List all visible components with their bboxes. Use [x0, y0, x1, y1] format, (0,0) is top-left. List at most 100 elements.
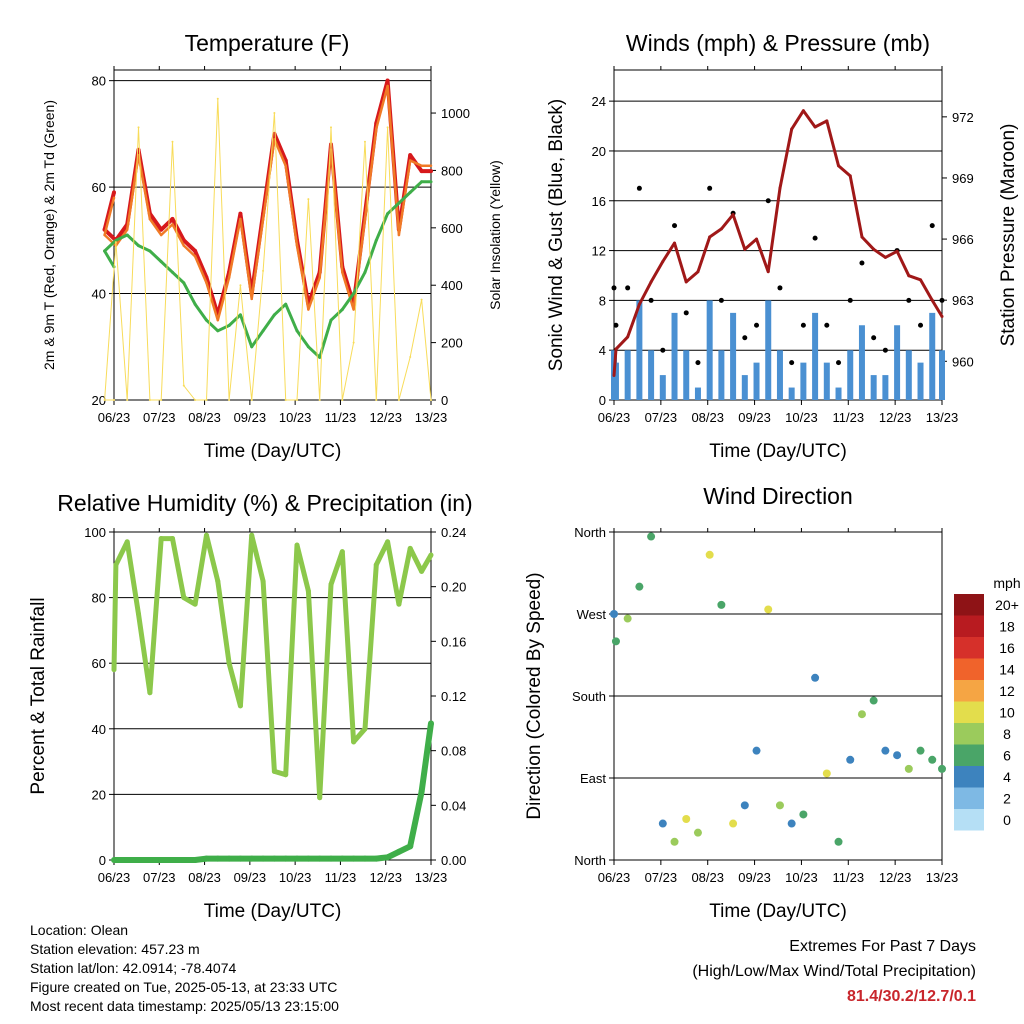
temperature-series-2m-td-point — [420, 180, 424, 184]
direction-title: Wind Direction — [703, 483, 853, 509]
direction-point — [811, 673, 820, 682]
direction-point — [623, 614, 632, 623]
gust-point — [871, 335, 877, 341]
temperature-series-2m-td-point — [204, 318, 208, 322]
temperature-series-9m-t-point — [307, 308, 310, 311]
x-tick-label: 11/23 — [832, 410, 864, 425]
temperature-series-solar-insolation-point — [148, 399, 151, 401]
winds-xlabel: Time (Day/UTC) — [709, 441, 847, 462]
temperature-series-2m-td-point — [386, 212, 390, 216]
direction-point — [635, 582, 644, 591]
direction-category-label: North — [574, 525, 606, 540]
humidity-series-total-precipitation-point — [373, 855, 380, 862]
x-tick-label: 11/23 — [325, 870, 357, 885]
y-tick-label: 60 — [92, 656, 106, 671]
winds-series-station-pressure-point — [883, 255, 887, 259]
x-tick-label: 06/23 — [598, 870, 631, 885]
latlon-text: Station lat/lon: 42.0914; -78.4074 — [30, 960, 237, 976]
y2-tick-label: 0.12 — [441, 689, 466, 704]
temperature-series-solar-insolation-point — [262, 269, 265, 272]
y2-tick-label: 966 — [952, 232, 974, 247]
winds-series-station-pressure-point — [930, 298, 934, 302]
winds-series-station-pressure-point — [790, 127, 794, 131]
direction-point — [928, 755, 937, 764]
x-tick-label: 06/23 — [598, 410, 631, 425]
humidity-series-relative-humidity-point — [373, 562, 379, 568]
y-tick-label: 16 — [592, 194, 606, 209]
humidity-series-total-precipitation-point — [248, 855, 255, 862]
humidity-series-relative-humidity-point — [328, 581, 334, 587]
legend-swatch — [954, 658, 984, 680]
direction-ylabel: Direction (Colored By Speed) — [524, 572, 545, 819]
temperature-series-solar-insolation-point — [103, 399, 106, 401]
humidity-series-relative-humidity-point — [249, 532, 255, 538]
temperature-series-9m-t-point — [295, 244, 299, 247]
gust-point — [707, 185, 713, 191]
gust-point — [754, 322, 760, 328]
direction-point — [834, 837, 843, 846]
y2-tick-label: 200 — [441, 336, 463, 351]
temperature-series-9m-t-point — [193, 255, 197, 258]
temperature-series-solar-insolation-point — [171, 140, 174, 143]
temperature-title: Temperature (F) — [185, 30, 350, 56]
direction-point — [752, 746, 761, 755]
temperature-series-2m-td-point — [340, 308, 344, 312]
temperature-series-2m-td-point — [103, 249, 107, 253]
y-tick-label: 20 — [592, 144, 606, 159]
temperature-series-solar-insolation-point — [386, 126, 389, 129]
winds-series-station-pressure-point — [612, 374, 616, 378]
temperature-series-2m-td-point — [363, 270, 367, 274]
y-tick-label: 40 — [92, 287, 106, 302]
legend-swatch — [954, 594, 984, 616]
y-tick-label: 100 — [84, 525, 106, 540]
temperature-series-2m-td-point — [159, 260, 163, 264]
gust-point — [660, 347, 666, 353]
temperature-series-2m-td-point — [429, 180, 433, 184]
temperature-series-2m-td-point — [329, 318, 333, 322]
winds-series-station-pressure-point — [708, 235, 712, 239]
humidity-series-relative-humidity-point — [351, 739, 357, 745]
temperature-series-solar-insolation-point — [352, 341, 355, 344]
legend-swatch — [954, 744, 984, 766]
gust-point — [918, 322, 924, 328]
temperature-series-solar-insolation-point — [239, 284, 242, 287]
temperature-series-2m-t-point — [328, 142, 333, 147]
temperature-series-2m-t-point — [385, 78, 390, 83]
temperature-ylabel: 2m & 9m T (Red, Orange) & 2m Td (Green) — [41, 100, 57, 370]
direction-category-label: East — [580, 771, 606, 786]
humidity-series-relative-humidity-point — [396, 601, 402, 607]
humidity-series-relative-humidity-point — [113, 562, 119, 568]
temperature-series-solar-insolation-point — [250, 399, 253, 401]
temperature-series-2m-td-point — [170, 270, 174, 274]
humidity-series-total-precipitation-point — [260, 855, 267, 862]
y2-tick-label: 0.08 — [441, 744, 466, 759]
temperature-series-9m-t-point — [352, 308, 355, 311]
winds-series-station-pressure-point — [731, 213, 735, 217]
humidity-frame — [113, 531, 432, 861]
x-tick-label: 09/23 — [234, 870, 267, 885]
x-tick-label: 09/23 — [738, 870, 771, 885]
winds-series-station-pressure-point — [895, 249, 899, 253]
temperature-series-2m-t-point — [238, 211, 243, 216]
x-tick-label: 08/23 — [188, 410, 221, 425]
gust-point — [742, 335, 748, 341]
direction-xlabel: Time (Day/UTC) — [709, 901, 847, 922]
extremes-title: Extremes For Past 7 Days — [789, 938, 976, 955]
temperature-series-9m-t-point — [375, 127, 378, 130]
humidity-series-relative-humidity-point — [169, 536, 175, 542]
temperature-series-2m-td-point — [261, 329, 265, 333]
temperature-series-2m-td-point — [193, 302, 197, 306]
gust-point — [777, 285, 783, 291]
gust-point — [683, 310, 689, 316]
winds-title: Winds (mph) & Pressure (mb) — [626, 30, 930, 56]
x-tick-label: 06/23 — [98, 870, 131, 885]
y2-tick-label: 969 — [952, 171, 974, 186]
y-tick-label: 4 — [599, 343, 606, 358]
temperature-series-9m-t-point — [239, 217, 242, 221]
winds-series-station-pressure-point — [626, 335, 630, 339]
temperature-y2label: Solar Insolation (Yellow) — [487, 160, 503, 310]
temperature-series-9m-t-point — [397, 233, 401, 237]
winds-ylabel: Sonic Wind & Gust (Blue, Black) — [546, 99, 567, 371]
temperature-series-solar-insolation-point — [430, 399, 432, 401]
gust-point — [718, 297, 724, 303]
